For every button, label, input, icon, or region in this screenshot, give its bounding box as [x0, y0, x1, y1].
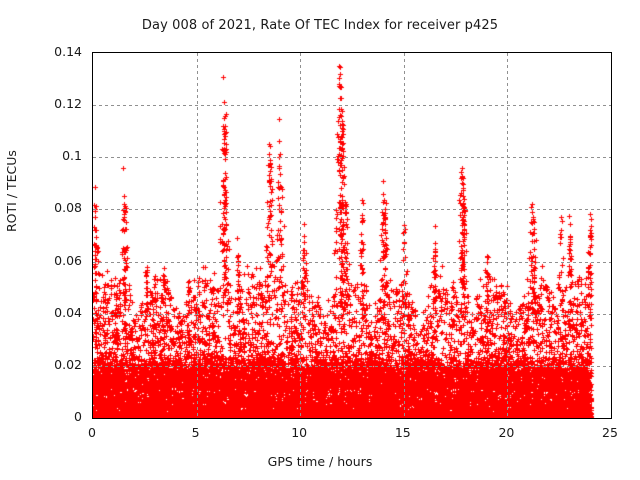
- y-tick-label: 0.08: [54, 200, 82, 216]
- x-tick-label: 25: [602, 425, 618, 440]
- x-axis-label: GPS time / hours: [267, 454, 373, 469]
- y-tick-label: 0.06: [54, 252, 82, 268]
- x-tick-label: 5: [191, 425, 200, 440]
- x-tick-label: 0: [88, 425, 96, 440]
- y-tick-label: 0.12: [54, 96, 82, 112]
- y-tick-label: 0.14: [54, 44, 82, 59]
- y-tick-label: 0: [74, 409, 82, 424]
- x-tick-label: 10: [291, 425, 308, 440]
- data-point-layer: [93, 53, 611, 418]
- y-tick-label: 0.02: [54, 356, 82, 372]
- grid-lines: [93, 53, 611, 418]
- x-tick-label: 15: [394, 425, 411, 440]
- x-tick-label: 20: [498, 425, 515, 440]
- plot-area: [92, 52, 612, 419]
- chart-title: Day 008 of 2021, Rate Of TEC Index for r…: [141, 18, 499, 33]
- y-tick-label: 0.04: [54, 304, 82, 320]
- y-tick-label: 0.1: [62, 148, 82, 164]
